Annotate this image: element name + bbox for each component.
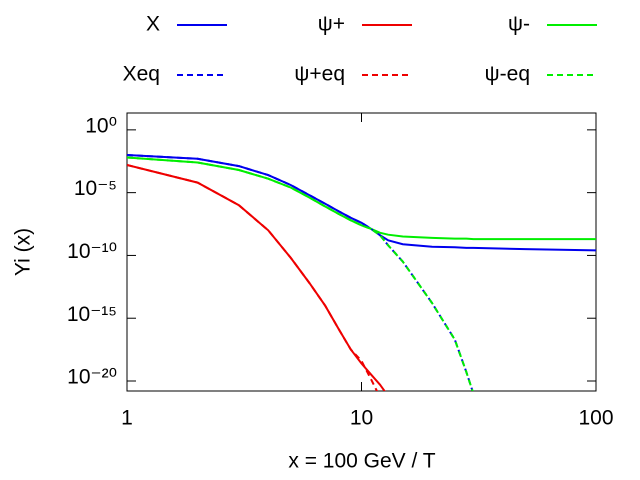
legend-label: ψ-eq [485, 63, 530, 86]
series-line [127, 156, 596, 241]
legend-label: ψ+ [318, 13, 345, 36]
y-tick-label: 10⁻¹⁵ [67, 303, 117, 326]
y-tick-label: 10⁻⁵ [74, 177, 117, 200]
y-tick-label: 10⁻¹⁰ [67, 240, 117, 263]
legend-label: ψ+eq [294, 63, 345, 86]
x-tick-label: 100 [578, 407, 613, 430]
x-tick-label: 10 [350, 407, 373, 430]
plot-lines [127, 154, 596, 391]
y-axis-label: Yi (x) [12, 228, 35, 276]
series-line [127, 164, 379, 391]
plot-frame [126, 112, 597, 392]
y-tick-label: 10⁰ [85, 114, 117, 137]
series-line [127, 164, 386, 391]
x-axis-label: x = 100 GeV / T [288, 450, 435, 473]
legend-label: ψ- [508, 13, 530, 36]
series-line [127, 156, 474, 391]
y-tick-label: 10⁻²⁰ [67, 366, 117, 389]
legend-label: X [146, 13, 160, 36]
x-tick-label: 1 [121, 407, 133, 430]
series-line [127, 154, 596, 252]
legend-label: Xeq [123, 63, 160, 86]
